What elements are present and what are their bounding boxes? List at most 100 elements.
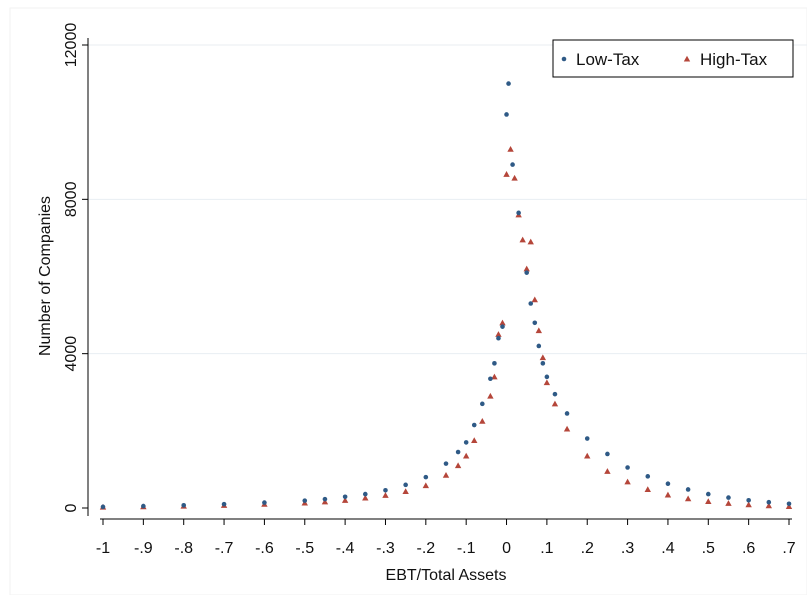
series-low-tax <box>100 81 792 510</box>
x-tick-label: -.1 <box>457 540 476 557</box>
data-point <box>531 296 538 303</box>
data-point <box>785 503 793 510</box>
data-point <box>684 495 692 502</box>
data-point <box>766 499 772 505</box>
y-axis-title: Number of Companies <box>37 196 54 356</box>
data-point <box>322 496 328 502</box>
data-point <box>584 436 590 441</box>
data-point <box>504 112 509 117</box>
legend-box <box>552 39 794 78</box>
legend-label-low-tax: Low-Tax <box>576 50 640 69</box>
legend: Low-Tax High-Tax <box>552 39 794 78</box>
data-point <box>726 495 731 500</box>
x-axis-title: EBT/Total Assets <box>386 567 507 584</box>
data-point <box>463 440 469 445</box>
x-tick-label: .6 <box>742 540 755 557</box>
data-point <box>645 474 651 479</box>
data-point <box>341 497 349 503</box>
x-tick-label: 0 <box>502 540 511 557</box>
data-point <box>664 491 672 498</box>
data-point <box>362 494 369 501</box>
data-point <box>423 474 429 480</box>
data-point <box>604 468 611 474</box>
data-point <box>302 498 308 503</box>
data-point <box>745 501 752 508</box>
y-tick-label: 12000 <box>63 23 80 68</box>
data-point <box>471 422 477 428</box>
data-point <box>746 497 751 503</box>
x-tick-label: -.7 <box>215 540 234 557</box>
data-point <box>382 492 389 498</box>
data-point <box>544 374 550 380</box>
data-point <box>564 411 570 416</box>
data-point <box>725 500 732 506</box>
y-tick-label: 4000 <box>63 336 80 372</box>
data-point <box>321 498 329 505</box>
data-point <box>492 361 497 366</box>
data-point <box>765 502 773 509</box>
x-tick-label: .7 <box>782 540 795 557</box>
data-point <box>442 472 450 478</box>
data-point <box>665 481 671 486</box>
data-point <box>402 488 409 494</box>
data-point <box>625 465 630 470</box>
data-point <box>532 320 538 326</box>
data-point <box>462 452 470 459</box>
data-point <box>500 324 505 329</box>
y-tick-label: 8000 <box>63 181 80 217</box>
data-point <box>528 301 534 306</box>
data-point <box>455 449 461 455</box>
data-point <box>491 373 498 380</box>
x-tick-label: .3 <box>621 540 634 557</box>
x-tick-label: -.5 <box>295 540 314 557</box>
data-point <box>605 451 610 457</box>
x-tick-label: -1 <box>96 540 110 557</box>
data-point <box>221 501 227 507</box>
data-point <box>422 482 430 489</box>
data-point <box>487 392 494 399</box>
data-point <box>511 174 518 181</box>
data-point <box>503 171 510 177</box>
data-point <box>644 486 651 493</box>
data-point <box>499 319 506 326</box>
data-point <box>342 494 348 500</box>
data-point <box>624 478 631 485</box>
x-tick-label: -.4 <box>336 540 355 557</box>
data-point <box>100 504 106 510</box>
y-tick-label: 0 <box>63 503 80 512</box>
x-tick-label: -.2 <box>416 540 435 557</box>
data-point <box>540 361 546 366</box>
data-point <box>362 491 368 497</box>
x-tick-label: .1 <box>540 540 553 557</box>
data-point <box>181 502 187 508</box>
axes <box>87 38 792 520</box>
x-axis-ticks: -1 -.9 -.8 -.7 -.6 -.5 -.4 -.3 -.2 -.1 0 .1 .2 .3 .4 .5… <box>96 519 796 557</box>
legend-label-high-tax: High-Tax <box>700 50 768 69</box>
data-point <box>552 391 558 397</box>
data-point <box>536 343 542 349</box>
data-point <box>539 354 547 361</box>
data-point <box>383 487 388 493</box>
data-point <box>786 501 792 507</box>
x-tick-label: .4 <box>661 540 674 557</box>
data-point <box>535 327 543 334</box>
data-point <box>507 145 514 152</box>
data-point <box>584 452 591 459</box>
data-point <box>506 81 511 86</box>
data-point <box>141 503 146 509</box>
y-axis-ticks: 0 4000 8000 12000 <box>63 23 88 512</box>
x-tick-label: -.9 <box>134 540 153 557</box>
data-point <box>510 162 515 167</box>
data-point <box>471 437 478 444</box>
legend-marker-high-tax <box>683 55 691 62</box>
data-point <box>685 487 691 492</box>
data-point <box>527 238 534 245</box>
data-point <box>519 236 526 243</box>
x-tick-label: .2 <box>581 540 594 557</box>
legend-marker-low-tax <box>561 56 567 62</box>
data-point <box>551 400 559 407</box>
data-point <box>563 425 571 432</box>
